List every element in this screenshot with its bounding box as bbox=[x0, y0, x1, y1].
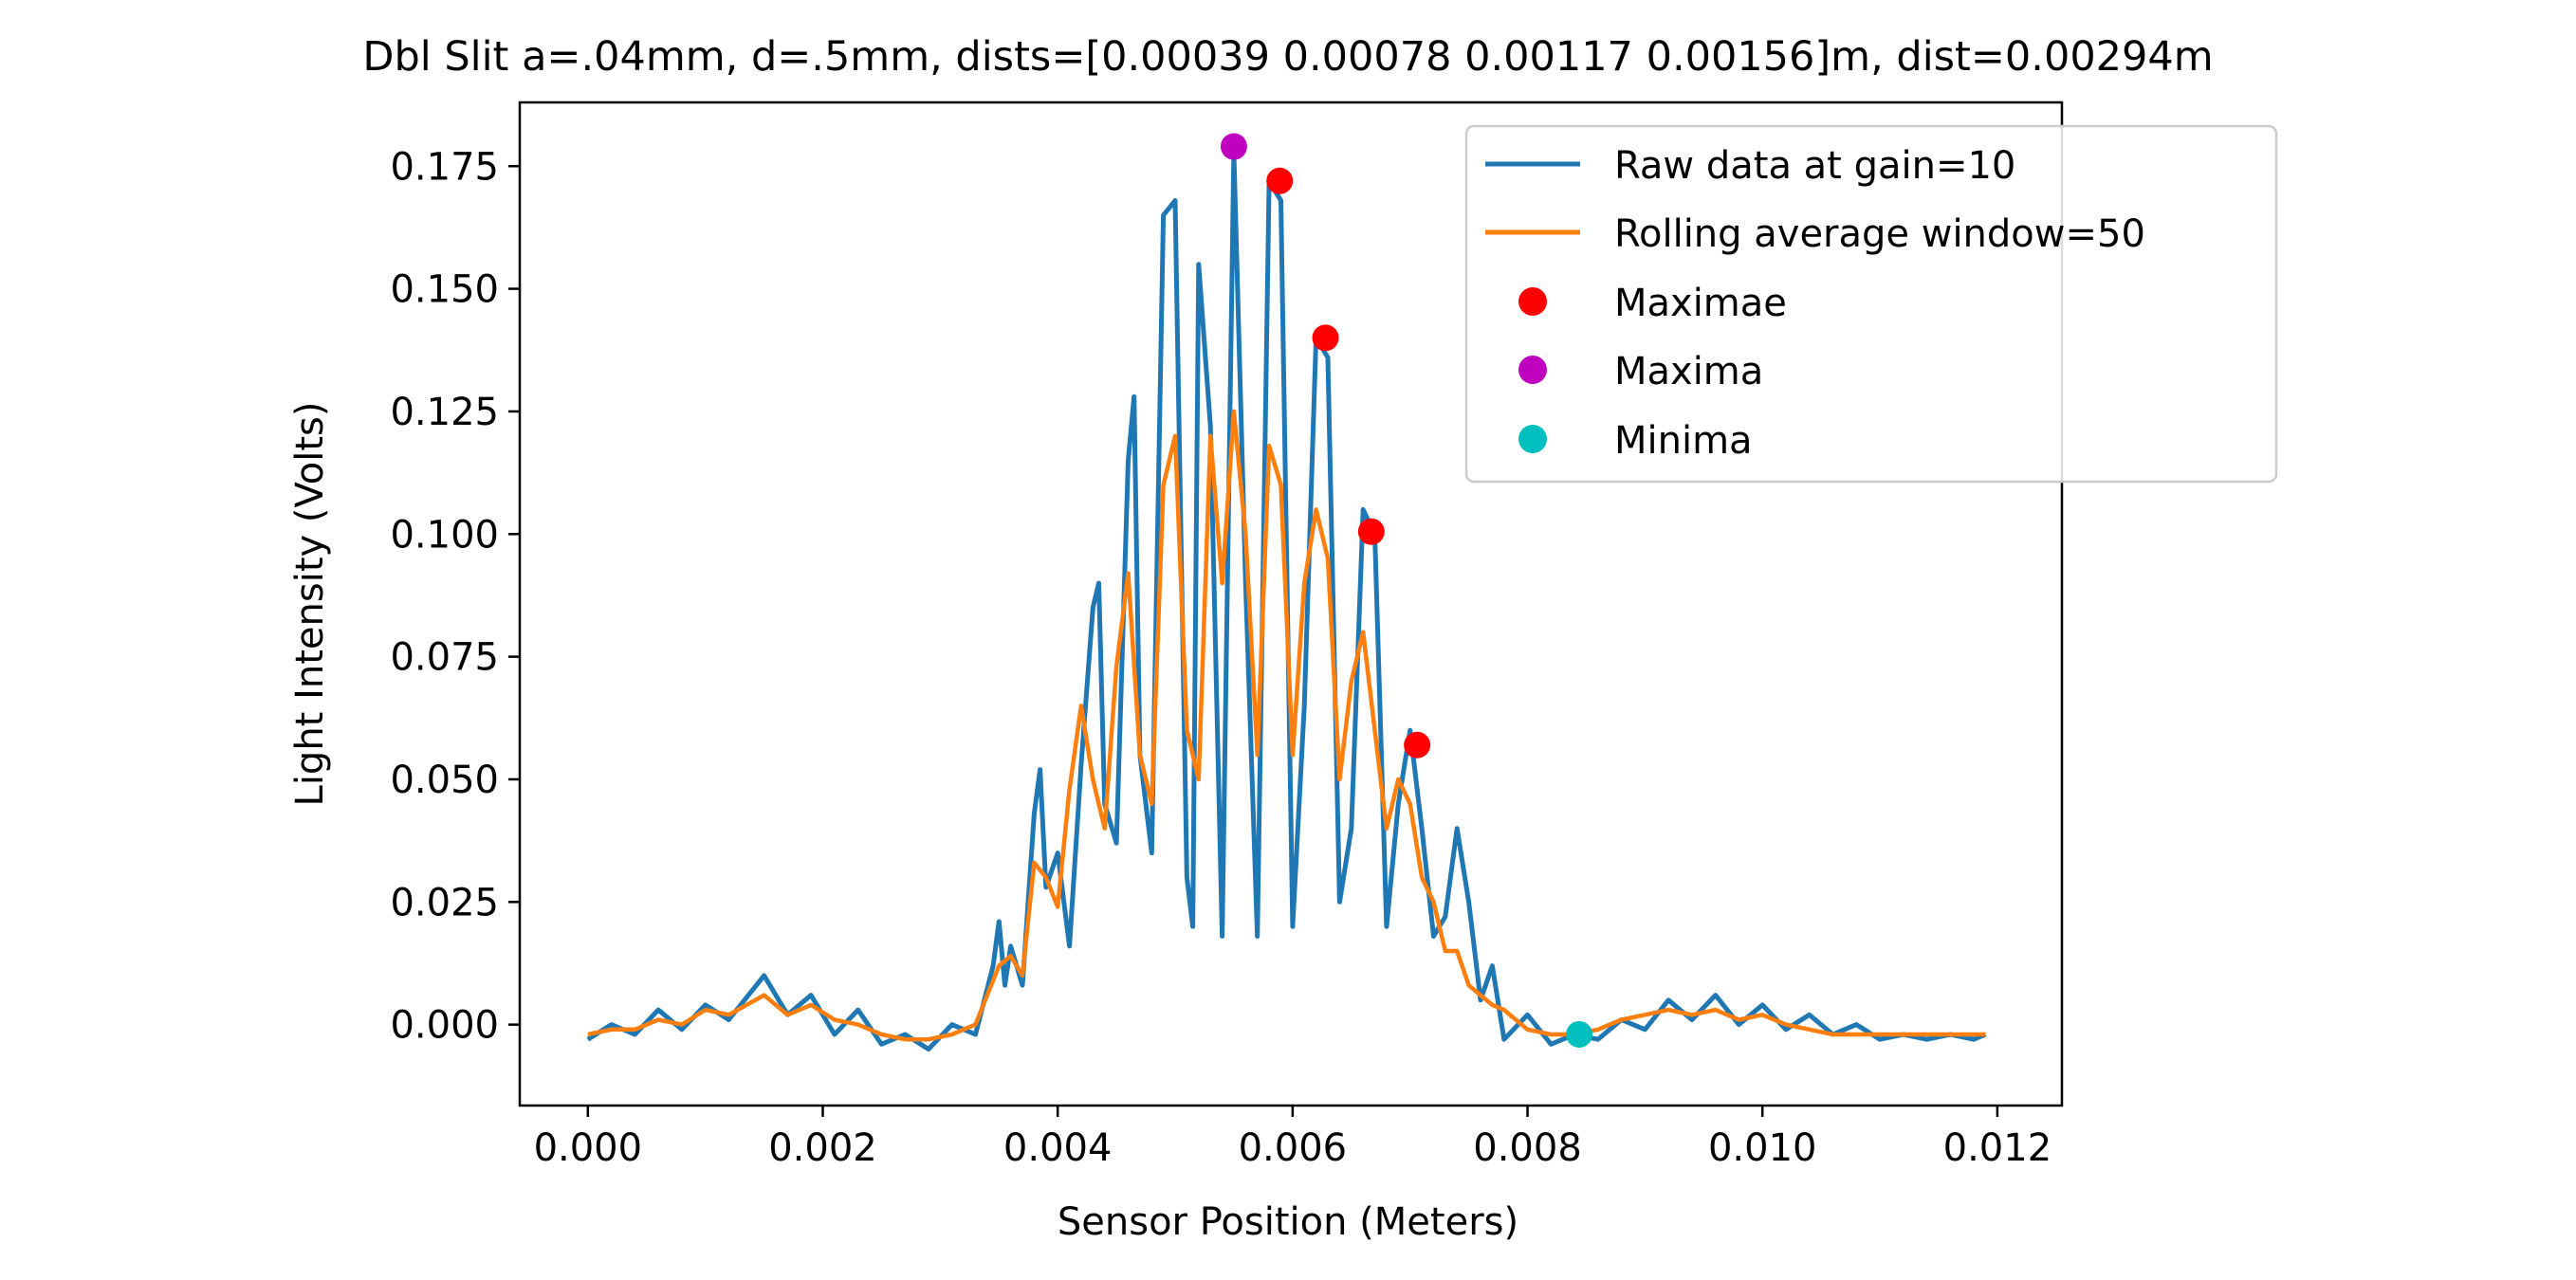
x-tick-label: 0.000 bbox=[534, 1126, 643, 1170]
x-tick-label: 0.004 bbox=[1003, 1126, 1113, 1170]
plot-frame bbox=[518, 101, 2064, 1107]
x-tick-label: 0.012 bbox=[1943, 1126, 2052, 1170]
maximae-point bbox=[1312, 324, 1339, 352]
legend-maximae-label: Maximae bbox=[1614, 282, 1787, 325]
y-tick-label: 0.125 bbox=[390, 391, 499, 434]
legend-minima-label: Minima bbox=[1614, 419, 1753, 463]
legend-box bbox=[1464, 124, 2278, 484]
maximae-point bbox=[1266, 167, 1294, 194]
maxima-point bbox=[1220, 133, 1247, 160]
legend: Raw data at gain=10 Rolling average wind… bbox=[1464, 124, 2278, 484]
y-tick-label: 0.000 bbox=[390, 1004, 499, 1048]
x-tick-label: 0.002 bbox=[768, 1126, 877, 1170]
y-tick-label: 0.050 bbox=[390, 759, 499, 802]
legend-minima-marker bbox=[1518, 425, 1547, 453]
legend-maximae-marker bbox=[1518, 287, 1547, 316]
y-tick-label: 0.075 bbox=[390, 636, 499, 680]
minima-point bbox=[1566, 1020, 1593, 1048]
x-tick-label: 0.008 bbox=[1473, 1126, 1582, 1170]
y-axis-label: Light Intensity (Volts) bbox=[288, 402, 332, 807]
legend-maxima-label: Maxima bbox=[1614, 350, 1763, 393]
y-tick-label: 0.175 bbox=[390, 145, 499, 189]
maximae-point bbox=[1357, 518, 1385, 545]
rolling-average-line bbox=[587, 409, 1986, 1042]
y-tick-label: 0.150 bbox=[390, 268, 499, 312]
series-layer bbox=[586, 149, 1987, 1051]
legend-rolling-label: Rolling average window=50 bbox=[1614, 212, 2145, 256]
y-axis: 0.000 0.025 0.050 0.075 0.100 0.125 0.150 0.175 bbox=[390, 145, 520, 1048]
y-tick-label: 0.025 bbox=[390, 881, 499, 924]
maximae-point bbox=[1404, 731, 1431, 759]
x-axis-label: Sensor Position (Meters) bbox=[1058, 1200, 1518, 1244]
y-tick-label: 0.100 bbox=[390, 513, 499, 557]
x-tick-label: 0.010 bbox=[1708, 1126, 1817, 1170]
x-tick-label: 0.006 bbox=[1239, 1126, 1348, 1170]
x-axis: 0.000 0.002 0.004 0.006 0.008 0.010 0.012 bbox=[534, 1106, 2052, 1170]
chart-title: Dbl Slit a=.04mm, d=.5mm, dists=[0.00039… bbox=[362, 33, 2213, 81]
legend-maxima-marker bbox=[1518, 356, 1547, 384]
legend-raw-label: Raw data at gain=10 bbox=[1614, 144, 2015, 188]
marker-layer bbox=[1220, 133, 1593, 1048]
